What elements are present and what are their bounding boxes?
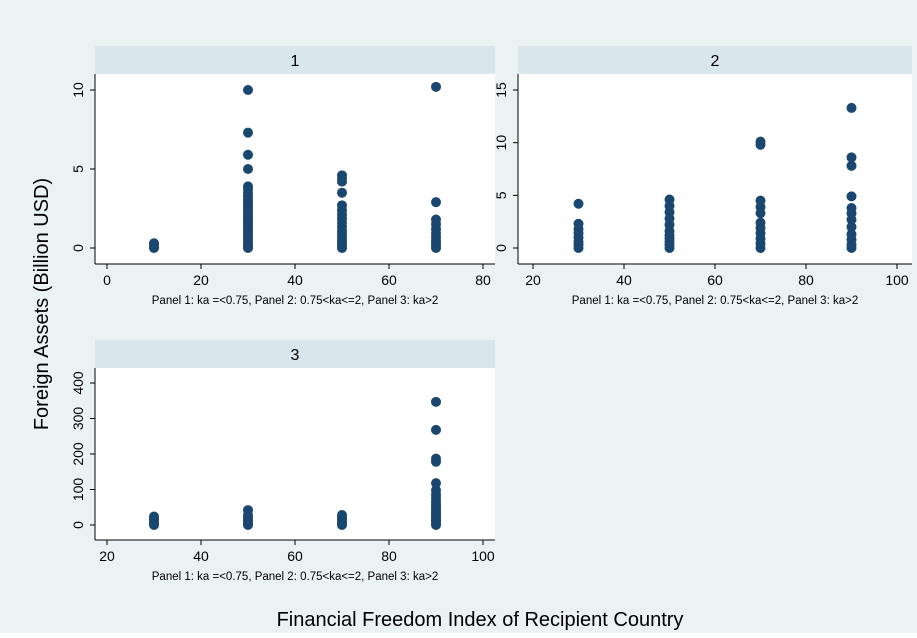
panel-3-note: Panel 1: ka =<0.75, Panel 2: 0.75<ka<=2,… <box>152 571 438 583</box>
x-axis-title: Financial Freedom Index of Recipient Cou… <box>277 609 684 631</box>
panel-2-data-point <box>846 221 857 232</box>
panel-2-x-tick-label: 60 <box>707 272 723 288</box>
panel-2-x-tick-label: 100 <box>885 272 909 288</box>
panel-1-strip <box>95 46 495 74</box>
panel-1-data-point <box>243 149 253 160</box>
panel-3: 3 0 100 200 300 400 20 40 60 80 100 Panel 1: ka =<0… <box>70 340 495 583</box>
panel-2-data-point <box>664 194 675 205</box>
panel-2-strip <box>518 46 912 74</box>
panel-2-y-tick-label: 0 <box>493 244 509 252</box>
panel-3-data-point <box>431 478 441 489</box>
panel-3-x-tick-label: 80 <box>381 548 397 564</box>
panel-2-data-point <box>846 191 857 202</box>
panel-1-note: Panel 1: ka =<0.75, Panel 2: 0.75<ka<=2,… <box>152 295 438 307</box>
panel-3-x-tick-label: 100 <box>471 548 495 564</box>
panel-3-y-tick-label: 400 <box>70 371 86 395</box>
panel-1-data-point <box>337 187 347 198</box>
panel-1-y-tick-label: 10 <box>70 82 86 98</box>
panel-3-plot-area <box>95 368 495 540</box>
panel-2-data-point <box>573 218 584 229</box>
panel-1-data-point <box>337 200 347 211</box>
panel-2-data-point <box>846 229 857 240</box>
panel-3-data-point <box>337 510 347 521</box>
panel-1-title: 1 <box>291 53 300 70</box>
panel-1-data-point <box>243 181 253 192</box>
panel-3-y-tick-label: 0 <box>70 521 86 529</box>
panel-2-data-point <box>846 202 857 213</box>
panel-2-data-point <box>755 195 766 206</box>
panel-2-x-tick-label: 20 <box>525 272 541 288</box>
panel-3-y-tick-label: 100 <box>70 478 86 502</box>
panel-2-data-point <box>846 160 857 171</box>
panel-1-data-point <box>243 127 253 138</box>
panel-1-data-point <box>337 170 347 181</box>
panel-2-data-point <box>846 102 857 113</box>
panel-2-data-point <box>846 152 857 163</box>
panel-3-data-point <box>431 424 441 435</box>
panel-2-data-point <box>573 198 584 209</box>
panel-1-data-point <box>431 81 441 92</box>
panel-1-data-point <box>149 238 159 249</box>
panel-2-data-point <box>755 136 766 147</box>
panel-3-data-point <box>431 485 441 496</box>
panel-3-strip <box>95 340 495 368</box>
panel-1-y-tick-label: 0 <box>70 244 86 252</box>
panel-1-plot-area <box>95 74 495 264</box>
panel-2-y-tick-label: 15 <box>493 82 509 98</box>
panel-2-y-tick-label: 5 <box>493 191 509 199</box>
panel-1-x-tick-label: 40 <box>287 272 303 288</box>
panel-1-x-tick-label: 60 <box>381 272 397 288</box>
panel-3-data-point <box>431 453 441 464</box>
panel-2-x-tick-label: 80 <box>798 272 814 288</box>
panel-2-data-point <box>755 217 766 228</box>
y-axis-title: Foreign Assets (Billion USD) <box>31 178 53 430</box>
panel-1-data-point <box>243 85 253 95</box>
panel-2-title: 2 <box>711 53 720 70</box>
panel-1-x-tick-label: 80 <box>475 272 491 288</box>
panel-1-data-point <box>431 197 441 208</box>
panel-3-x-tick-label: 60 <box>287 548 303 564</box>
panel-2-plot-area <box>518 74 912 264</box>
panel-1-data-point <box>243 164 253 174</box>
panel-3-y-tick-label: 300 <box>70 407 86 431</box>
panel-3-x-tick-label: 40 <box>193 548 209 564</box>
panel-2-x-tick-label: 40 <box>616 272 632 288</box>
panel-3-y-tick-label: 200 <box>70 442 86 466</box>
panel-1-x-tick-label: 20 <box>193 272 209 288</box>
panel-2-note: Panel 1: ka =<0.75, Panel 2: 0.75<ka<=2,… <box>572 295 858 307</box>
panel-1-x-tick-label: 0 <box>103 272 111 288</box>
panel-3-data-point <box>149 511 159 522</box>
panel-3-title: 3 <box>291 347 300 364</box>
panel-2-y-tick-label: 10 <box>493 135 509 151</box>
panel-3-data-point <box>431 396 441 407</box>
panel-3-x-tick-label: 20 <box>99 548 115 564</box>
panel-1-data-point <box>431 214 441 225</box>
panel-3-data-point <box>243 505 253 516</box>
panel-1-y-tick-label: 5 <box>70 165 86 173</box>
